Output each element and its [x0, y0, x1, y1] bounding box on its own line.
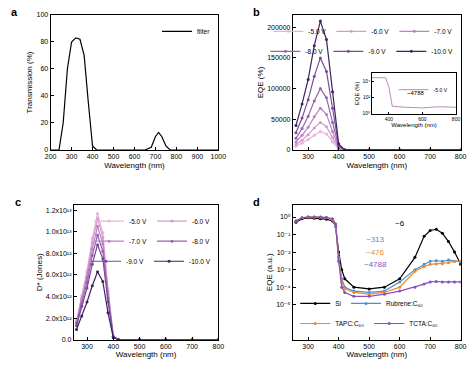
- svg-text:1.0x10¹³: 1.0x10¹³: [46, 228, 72, 235]
- svg-text:900: 900: [192, 153, 204, 160]
- svg-text:300: 300: [81, 343, 93, 350]
- svg-text:400: 400: [107, 343, 119, 350]
- svg-text:600: 600: [160, 343, 172, 350]
- svg-text:700: 700: [186, 343, 198, 350]
- svg-text:800: 800: [452, 116, 461, 122]
- svg-text:-6.0 V: -6.0 V: [371, 28, 389, 35]
- svg-text:300: 300: [66, 153, 78, 160]
- svg-text:10⁻⁴: 10⁻⁴: [276, 284, 291, 291]
- svg-text:0.0: 0.0: [62, 336, 72, 343]
- svg-text:10⁻¹: 10⁻¹: [277, 231, 291, 238]
- svg-text:b: b: [253, 6, 260, 18]
- svg-text:TCTA:C₆₀: TCTA:C₆₀: [409, 320, 438, 327]
- svg-text:~313: ~313: [366, 235, 385, 244]
- svg-text:500: 500: [363, 343, 375, 350]
- svg-text:~4788: ~4788: [407, 90, 425, 96]
- svg-text:-5.0 V: -5.0 V: [434, 87, 448, 93]
- svg-text:40: 40: [40, 92, 48, 99]
- svg-text:0: 0: [44, 146, 48, 153]
- svg-text:~6: ~6: [395, 219, 405, 228]
- svg-text:150000: 150000: [267, 54, 290, 61]
- svg-text:10²: 10²: [363, 94, 371, 100]
- svg-text:-5.0 V: -5.0 V: [129, 218, 147, 225]
- svg-text:Wavelength (nm): Wavelength (nm): [346, 161, 407, 170]
- svg-text:Wavelength (nm): Wavelength (nm): [104, 161, 165, 170]
- svg-text:10⁻²: 10⁻²: [277, 249, 291, 256]
- svg-text:500: 500: [108, 153, 120, 160]
- svg-text:2.0x10¹²: 2.0x10¹²: [46, 315, 72, 322]
- svg-text:EQE (%): EQE (%): [256, 66, 265, 98]
- svg-text:a: a: [11, 6, 18, 18]
- svg-text:100000: 100000: [267, 85, 290, 92]
- svg-text:Transmission (%): Transmission (%): [25, 51, 34, 113]
- svg-text:c: c: [15, 196, 21, 208]
- svg-text:800: 800: [455, 153, 467, 160]
- svg-text:6.0x10¹²: 6.0x10¹²: [46, 271, 72, 278]
- svg-text:Wavelength (nm): Wavelength (nm): [116, 350, 177, 359]
- svg-text:0: 0: [287, 146, 291, 153]
- svg-text:400: 400: [333, 343, 345, 350]
- svg-text:~4788: ~4788: [364, 260, 387, 269]
- svg-text:100: 100: [37, 11, 49, 18]
- svg-text:600: 600: [394, 153, 406, 160]
- svg-text:700: 700: [424, 153, 436, 160]
- svg-text:600: 600: [129, 153, 141, 160]
- svg-text:800: 800: [171, 153, 183, 160]
- svg-text:1000: 1000: [211, 153, 227, 160]
- svg-text:300: 300: [302, 343, 314, 350]
- svg-text:700: 700: [150, 153, 162, 160]
- svg-text:10⁴: 10⁴: [362, 78, 370, 84]
- svg-text:-9.0 V: -9.0 V: [368, 48, 386, 55]
- svg-text:700: 700: [424, 343, 436, 350]
- svg-text:-6.0 V: -6.0 V: [192, 218, 210, 225]
- svg-text:-7.0 V: -7.0 V: [129, 238, 147, 245]
- svg-text:200000: 200000: [267, 24, 290, 31]
- svg-text:400: 400: [385, 116, 394, 122]
- svg-text:400: 400: [87, 153, 99, 160]
- svg-text:600: 600: [418, 116, 427, 122]
- svg-text:-8.0 V: -8.0 V: [192, 238, 210, 245]
- svg-text:EQE (%): EQE (%): [354, 82, 360, 106]
- svg-text:d: d: [253, 196, 260, 208]
- svg-text:-10.0 V: -10.0 V: [431, 48, 453, 55]
- svg-text:-8.0 V: -8.0 V: [305, 48, 323, 55]
- svg-text:300: 300: [302, 153, 314, 160]
- svg-text:D* (Jones): D* (Jones): [35, 253, 44, 291]
- svg-text:60: 60: [40, 65, 48, 72]
- svg-text:800: 800: [455, 343, 467, 350]
- svg-text:10⁰: 10⁰: [363, 110, 371, 116]
- svg-text:20: 20: [40, 119, 48, 126]
- svg-text:-9.0 V: -9.0 V: [126, 258, 144, 265]
- svg-text:Wavelength (nm): Wavelength (nm): [346, 350, 407, 359]
- svg-text:TAPC:C₆₀: TAPC:C₆₀: [335, 320, 364, 327]
- svg-text:Si: Si: [335, 300, 341, 307]
- svg-text:50000: 50000: [271, 116, 291, 123]
- svg-text:10⁻⁵: 10⁻⁵: [276, 301, 290, 308]
- svg-text:500: 500: [134, 343, 146, 350]
- svg-text:80: 80: [40, 38, 48, 45]
- svg-text:10⁰: 10⁰: [280, 213, 291, 220]
- svg-text:-10.0 V: -10.0 V: [189, 258, 211, 265]
- svg-text:4.0x10¹²: 4.0x10¹²: [46, 293, 72, 300]
- svg-text:-5.0 V: -5.0 V: [308, 28, 326, 35]
- svg-text:10⁻³: 10⁻³: [277, 266, 291, 273]
- svg-text:200: 200: [45, 153, 57, 160]
- svg-text:800: 800: [213, 343, 225, 350]
- svg-text:Rubrene:C₆₀: Rubrene:C₆₀: [386, 300, 423, 307]
- svg-text:-7.0 V: -7.0 V: [434, 28, 452, 35]
- svg-text:filter: filter: [197, 28, 210, 35]
- svg-text:500: 500: [363, 153, 375, 160]
- svg-text:~476: ~476: [366, 248, 385, 257]
- svg-text:Wavelength (nm): Wavelength (nm): [391, 122, 436, 128]
- svg-text:600: 600: [394, 343, 406, 350]
- svg-text:1.2x10¹³: 1.2x10¹³: [46, 207, 72, 214]
- svg-text:EQE (a.u.): EQE (a.u.): [265, 253, 274, 291]
- svg-text:8.0x10¹²: 8.0x10¹²: [46, 250, 72, 257]
- svg-text:400: 400: [333, 153, 345, 160]
